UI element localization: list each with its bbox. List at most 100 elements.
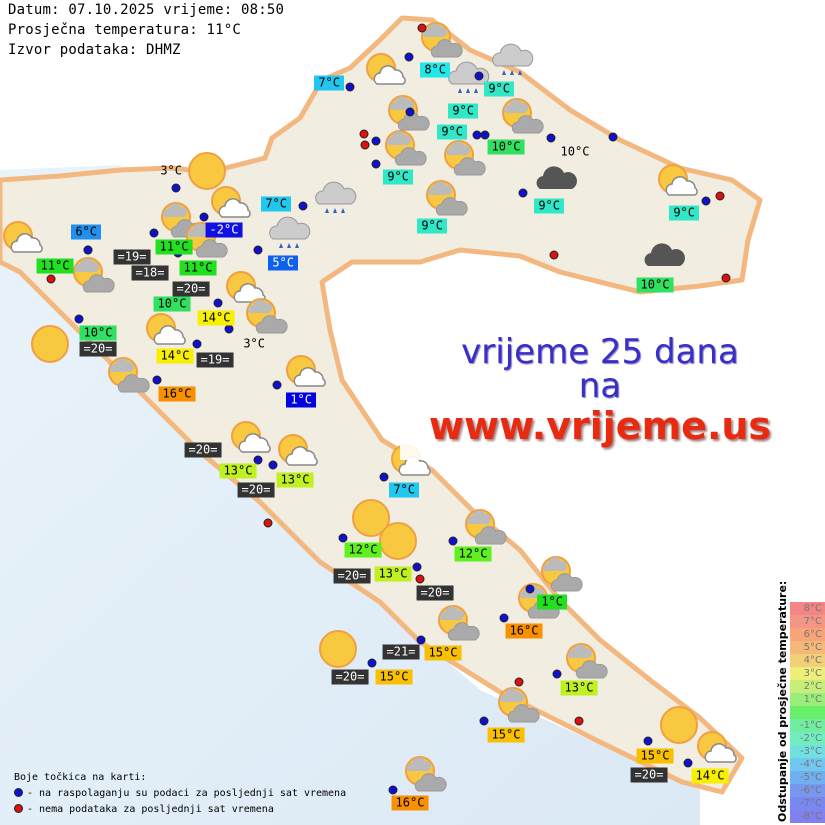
- station-dot-blue: [405, 107, 415, 117]
- station-dot-blue: [552, 669, 562, 679]
- scale-step: [790, 706, 825, 719]
- station-dot-red: [415, 574, 425, 584]
- sun-clouds-weather-icon: [241, 295, 289, 341]
- temperature-label: =19=: [196, 352, 234, 368]
- scale-step: -2°C: [790, 732, 825, 745]
- temperature-label: =21=: [382, 644, 420, 660]
- station-dot-blue: [152, 375, 162, 385]
- sun-weather-icon: [316, 627, 360, 675]
- blue-dot-icon: [14, 788, 23, 797]
- station-dot-blue: [224, 324, 234, 334]
- station-dot-red: [715, 191, 725, 201]
- temperature-label: 10°C: [79, 325, 117, 341]
- temperature-label: 9°C: [417, 218, 447, 234]
- station-dot-blue: [480, 130, 490, 140]
- banner-url[interactable]: www.vrijeme.us: [428, 404, 772, 448]
- temperature-label: 11°C: [179, 260, 217, 276]
- station-dot-blue: [199, 212, 209, 222]
- temperature-label: 15°C: [636, 748, 674, 764]
- scale-step: 3°C: [790, 667, 825, 680]
- sun-weather-icon: [349, 496, 393, 544]
- station-dot-blue: [474, 71, 484, 81]
- sun-weather-icon: [657, 703, 701, 751]
- sun-cloud-weather-icon: [273, 431, 321, 475]
- legend-blue-text: - na raspolaganju su podaci za posljednj…: [27, 788, 347, 799]
- station-dot-blue: [149, 228, 159, 238]
- sun-clouds-weather-icon: [383, 92, 431, 138]
- banner-line-2: na: [578, 366, 622, 406]
- date-time: Datum: 07.10.2025 vrijeme: 08:50: [8, 2, 285, 18]
- station-dot-red: [721, 273, 731, 283]
- scale-step: 8°C: [790, 602, 825, 615]
- temperature-label: 14°C: [156, 348, 194, 364]
- temperature-label: 16°C: [391, 795, 429, 811]
- station-dot-blue: [192, 339, 202, 349]
- scale-step: 5°C: [790, 641, 825, 654]
- temperature-label: 9°C: [484, 81, 514, 97]
- station-dot-blue: [518, 188, 528, 198]
- temperature-label: 1°C: [537, 594, 567, 610]
- temperature-label: =20=: [79, 341, 117, 357]
- temperature-label: 9°C: [448, 103, 478, 119]
- station-dot-blue: [83, 245, 93, 255]
- temperature-label: =19=: [113, 249, 151, 265]
- station-dot-blue: [379, 472, 389, 482]
- station-dot-red: [549, 250, 559, 260]
- station-dot-blue: [412, 562, 422, 572]
- sun-clouds-weather-icon: [416, 19, 464, 65]
- temperature-label: 10°C: [560, 144, 590, 159]
- scale-step: 7°C: [790, 615, 825, 628]
- sun-cloud-weather-icon: [692, 728, 740, 772]
- station-dot-blue: [253, 455, 263, 465]
- scale-step: -5°C: [790, 771, 825, 784]
- sun-clouds-weather-icon: [68, 254, 116, 300]
- station-dot-blue: [525, 584, 535, 594]
- temperature-label: 15°C: [424, 645, 462, 661]
- red-dot-icon: [14, 804, 23, 813]
- temperature-label: 15°C: [375, 669, 413, 685]
- temperature-label: 14°C: [197, 310, 235, 326]
- temperature-label: 11°C: [155, 239, 193, 255]
- sun-weather-icon: [376, 519, 420, 567]
- sun-clouds-weather-icon: [433, 602, 481, 648]
- station-dot-blue: [546, 133, 556, 143]
- station-dot-blue: [683, 758, 693, 768]
- temperature-label: 9°C: [437, 124, 467, 140]
- banner-line-1: vrijeme 25 dana: [461, 332, 739, 372]
- station-dot-blue: [272, 380, 282, 390]
- ad-banner[interactable]: vrijeme 25 dana na www.vrijeme.us: [400, 335, 800, 460]
- temperature-label: =20=: [184, 442, 222, 458]
- land-area: [0, 15, 763, 795]
- temperature-label: =20=: [172, 281, 210, 297]
- temperature-deviation-scale: 8°C 7°C 6°C 5°C 4°C 3°C 2°C 1°C -1°C -2°C -3°C -4°C…: [790, 602, 825, 823]
- temperature-label: 7°C: [261, 196, 291, 212]
- station-dot-blue: [74, 314, 84, 324]
- station-dot-blue: [643, 736, 653, 746]
- station-dot-red: [359, 129, 369, 139]
- station-dot-red: [514, 677, 524, 687]
- legend-red-text: - nema podataka za posljednji sat vremen…: [27, 804, 274, 815]
- station-dot-blue: [171, 183, 181, 193]
- average-temperature: Prosječna temperatura: 11°C: [8, 22, 241, 38]
- station-dot-blue: [213, 298, 223, 308]
- sun-clouds-weather-icon: [460, 506, 508, 552]
- temperature-label: 12°C: [454, 546, 492, 562]
- station-dot-blue: [371, 136, 381, 146]
- sun-clouds-weather-icon: [536, 553, 584, 599]
- temperature-label: =18=: [131, 265, 169, 281]
- dot-legend: Boje točkica na karti: - na raspolaganju…: [14, 770, 346, 818]
- station-dot-blue: [479, 716, 489, 726]
- temperature-label: 16°C: [158, 386, 196, 402]
- sun-clouds-weather-icon: [439, 137, 487, 183]
- sun-cloud-weather-icon: [281, 352, 329, 396]
- temperature-label: -2°C: [205, 222, 243, 238]
- station-dot-blue: [253, 245, 263, 255]
- rain-weather-icon: [488, 40, 536, 84]
- temperature-label: 7°C: [389, 482, 419, 498]
- sun-cloud-weather-icon: [141, 310, 189, 354]
- temperature-label: 8°C: [420, 62, 450, 78]
- sun-cloud-weather-icon: [221, 268, 269, 312]
- temperature-label: 12°C: [344, 542, 382, 558]
- temperature-label: 10°C: [153, 296, 191, 312]
- temperature-label: 13°C: [374, 566, 412, 582]
